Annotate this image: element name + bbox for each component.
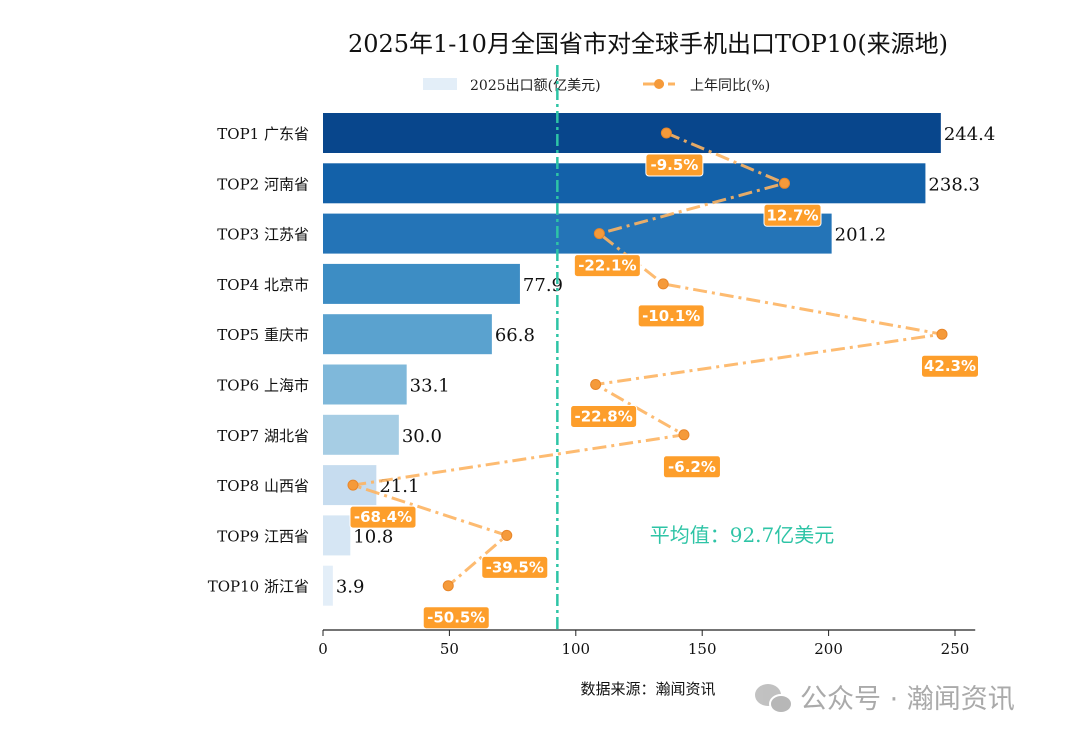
- bar: [323, 364, 407, 405]
- x-tick-label: 250: [941, 640, 970, 658]
- yoy-label-box: [662, 455, 721, 479]
- yoy-label-box: [637, 304, 705, 328]
- yoy-value-label: -6.2%: [668, 458, 716, 476]
- category-label: TOP7 湖北省: [217, 427, 309, 445]
- yoy-marker: [660, 127, 672, 139]
- category-label: TOP2 河南省: [217, 175, 309, 193]
- yoy-value-label: -50.5%: [427, 609, 485, 627]
- category-label: TOP4 北京市: [217, 276, 309, 294]
- yoy-marker: [593, 228, 605, 240]
- yoy-marker: [501, 529, 513, 541]
- bar-value-label: 3.9: [336, 577, 365, 598]
- category-label: TOP9 江西省: [217, 527, 309, 545]
- yoy-label-box: [645, 153, 704, 177]
- category-label: TOP5 重庆市: [217, 326, 309, 344]
- yoy-marker: [936, 328, 948, 340]
- bar-value-label: 77.9: [523, 275, 563, 296]
- yoy-label-box: [763, 203, 822, 227]
- x-tick-label: 50: [440, 640, 459, 658]
- yoy-value-label: -22.8%: [574, 408, 632, 426]
- yoy-label-box: [349, 505, 417, 529]
- chart-title: 2025年1-10月全国省市对全球手机出口TOP10(来源地): [348, 30, 948, 58]
- bar-value-label: 10.8: [353, 526, 393, 547]
- source-note: 数据来源：瀚闻资讯: [580, 680, 715, 698]
- category-label: TOP10 浙江省: [208, 578, 309, 596]
- bar-value-label: 201.2: [835, 225, 887, 246]
- bar-value-label: 244.4: [944, 124, 996, 145]
- bar-value-label: 33.1: [410, 376, 450, 397]
- yoy-value-label: 12.7%: [766, 206, 818, 224]
- yoy-value-label: -22.1%: [578, 257, 636, 275]
- watermark: 公众号 · 瀚闻资讯: [800, 684, 1015, 715]
- bar-value-label: 66.8: [495, 325, 535, 346]
- yoy-value-label: -39.5%: [486, 558, 544, 576]
- bar: [323, 113, 941, 153]
- yoy-value-label: -9.5%: [650, 156, 698, 174]
- bar: [323, 163, 926, 204]
- yoy-marker: [442, 580, 454, 592]
- bar: [323, 515, 351, 556]
- wechat-icon: [755, 684, 793, 714]
- legend-bar-label: 2025出口额(亿美元): [470, 78, 601, 94]
- category-label: TOP3 江苏省: [217, 226, 309, 244]
- yoy-marker: [590, 379, 602, 390]
- category-label: TOP1 广东省: [217, 125, 309, 143]
- x-tick-label: 0: [318, 640, 328, 658]
- bar: [323, 565, 333, 606]
- yoy-label-box: [573, 254, 641, 278]
- x-tick-label: 150: [688, 640, 717, 658]
- bar: [323, 263, 520, 304]
- x-tick-label: 200: [814, 640, 843, 658]
- yoy-marker: [347, 479, 359, 491]
- bar: [323, 314, 492, 355]
- category-label: TOP8 山西省: [217, 477, 309, 495]
- yoy-label-box: [481, 555, 549, 579]
- legend-line-label: 上年同比(%): [690, 78, 770, 94]
- yoy-value-label: -68.4%: [354, 508, 412, 526]
- yoy-value-label: -10.1%: [642, 307, 700, 325]
- category-label: TOP6 上海市: [217, 377, 309, 395]
- bar: [323, 414, 399, 455]
- legend-line-marker: [654, 79, 664, 89]
- legend: 2025出口额(亿美元) 上年同比(%): [423, 78, 770, 94]
- yoy-label-box: [570, 405, 638, 428]
- bar-value-label: 238.3: [928, 174, 980, 195]
- average-label: 平均值：92.7亿美元: [650, 523, 835, 547]
- bar-value-label: 21.1: [379, 476, 419, 497]
- yoy-label-box: [422, 606, 490, 630]
- bar-value-label: 30.0: [402, 426, 442, 447]
- yoy-line: [352, 131, 943, 587]
- yoy-label-box: [921, 354, 979, 378]
- yoy-marker: [678, 429, 690, 441]
- x-tick-label: 100: [561, 640, 590, 658]
- legend-bar-swatch: [423, 78, 457, 90]
- bar: [323, 213, 832, 254]
- yoy-value-label: 42.3%: [924, 357, 976, 375]
- yoy-marker: [779, 177, 791, 189]
- yoy-marker: [657, 278, 669, 290]
